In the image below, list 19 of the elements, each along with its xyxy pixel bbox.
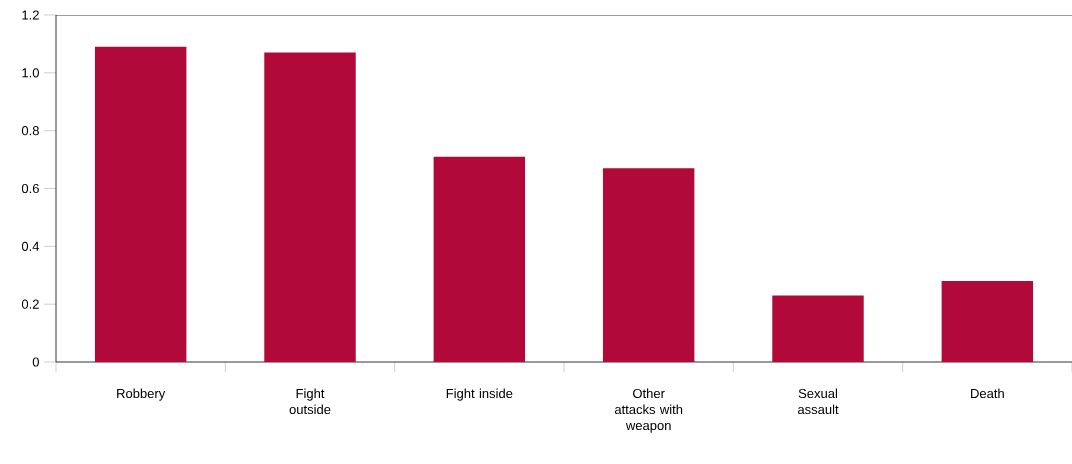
y-tick-label: 0.8 (21, 126, 39, 136)
bar (433, 156, 526, 362)
y-tick-label: 0.6 (21, 183, 39, 194)
bar (602, 168, 695, 362)
y-tick-label: 1.0 (22, 68, 39, 78)
x-tick-label: Death (971, 388, 1004, 399)
bar (264, 52, 356, 362)
x-tick-label: Other attacks with weapon (614, 388, 683, 433)
bar (772, 295, 864, 362)
y-tick-label: 1.2 (22, 10, 39, 20)
x-tick-label: Fight outside (289, 388, 331, 415)
x-tick-label: Fight inside (446, 388, 513, 401)
x-tick-label: Sexual assault (797, 388, 839, 415)
bar (94, 46, 187, 362)
y-tick-label: 0 (32, 357, 39, 367)
y-tick-label: 0.2 (21, 299, 39, 309)
y-tick-label: 0.4 (21, 241, 40, 251)
x-tick-label: Robbery (117, 388, 166, 401)
bar (941, 281, 1034, 362)
